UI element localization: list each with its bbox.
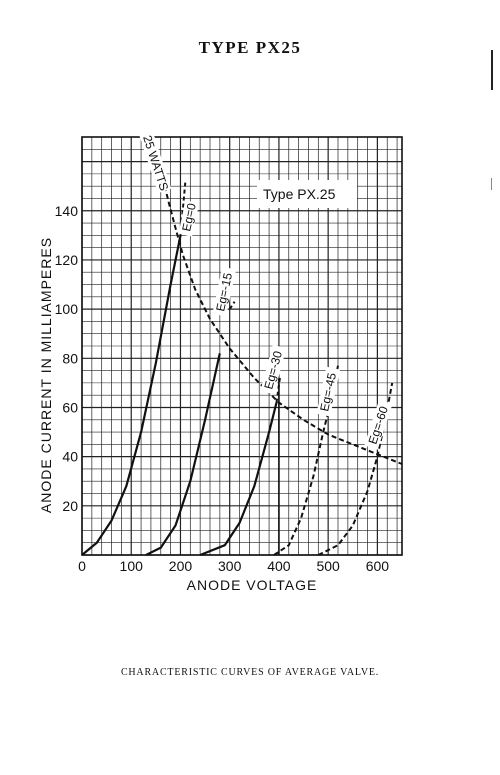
curve-label-backdrop: [316, 366, 341, 417]
x-tick-label: 0: [78, 558, 86, 574]
y-tick-label: 40: [62, 449, 78, 465]
page-edge-mark: [491, 50, 493, 90]
x-tick-label: 100: [120, 558, 144, 574]
curve-eg-30: [199, 402, 278, 557]
y-tick-label: 120: [55, 252, 79, 268]
figure-caption: CHARACTERISTIC CURVES OF AVERAGE VALVE.: [120, 667, 380, 678]
x-tick-label: 400: [267, 558, 291, 574]
x-tick-label: 500: [316, 558, 340, 574]
y-tick-label: 60: [62, 399, 78, 415]
page-edge-mark: [491, 178, 492, 190]
x-tick-label: 600: [366, 558, 390, 574]
curve-label: Eg=-30: [261, 349, 285, 391]
legend-text: Type PX.25: [263, 186, 336, 202]
y-tick-label: 80: [62, 350, 78, 366]
y-tick-label: 100: [55, 301, 79, 317]
y-tick-label: 140: [55, 203, 79, 219]
curve-eg-15: [145, 353, 221, 556]
x-tick-label: 200: [169, 558, 193, 574]
curve-label-backdrop: [178, 200, 200, 237]
curve-eg-45: [273, 365, 339, 556]
curve-25-watts: [163, 185, 403, 465]
curve-label-backdrop: [138, 129, 172, 194]
chart-axes: [81, 136, 403, 556]
y-tick-label: 20: [62, 498, 78, 514]
legend-box: Type PX.25: [257, 180, 357, 208]
curve-label: Eg=-45: [317, 371, 339, 412]
curve-label-backdrop: [212, 266, 237, 317]
plot-frame: [81, 136, 403, 556]
curve-label-backdrop: [260, 344, 287, 395]
page-title: TYPE PX25: [198, 38, 302, 57]
y-axis-label: ANODE CURRENT IN MILLIAMPERES: [38, 237, 54, 513]
curve-eg-0: [81, 235, 182, 556]
curve-label-backdrop: [364, 399, 393, 450]
curve-eg-15-dashed: [228, 301, 236, 310]
chart-ticks: 0 100 200 300 400 500 600 20 40 60 80 100 120 140: [55, 203, 390, 574]
x-tick-label: 300: [218, 558, 242, 574]
x-axis-label: ANODE VOLTAGE: [187, 577, 318, 593]
chart-curves: [81, 181, 403, 557]
curve-label: Eg=0: [179, 202, 199, 233]
curve-label: 25 WATTS: [140, 134, 171, 193]
